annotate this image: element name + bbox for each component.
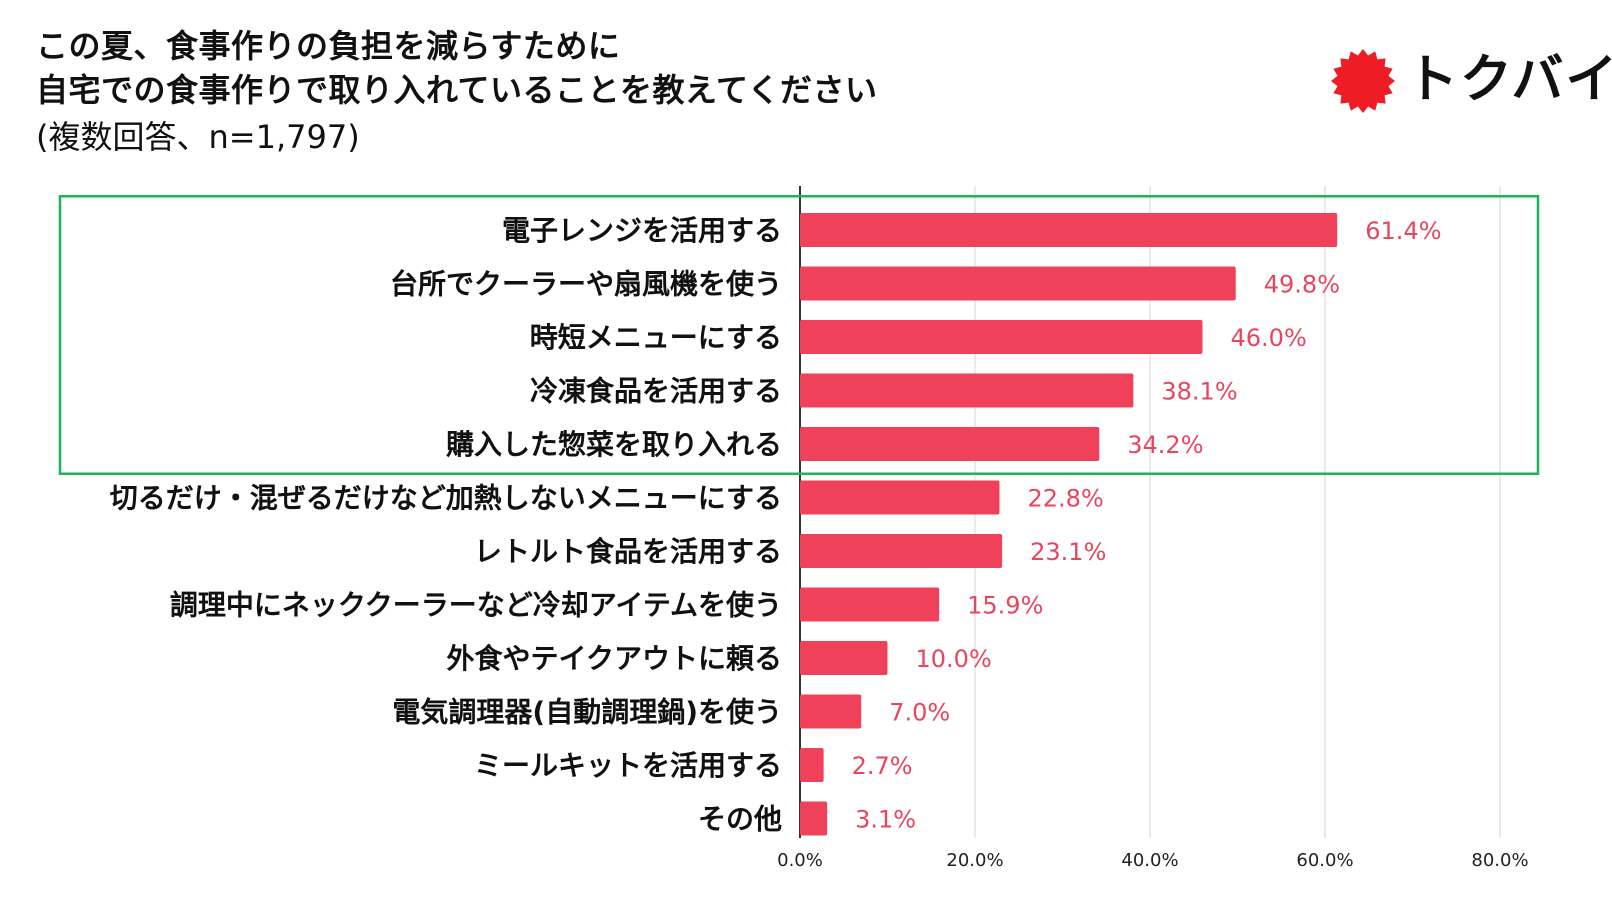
x-tick-label: 40.0% — [1121, 850, 1178, 871]
category-labels: 電子レンジを活用する台所でクーラーや扇風機を使う時短メニューにする冷凍食品を活用… — [110, 214, 782, 836]
category-label: ミールキットを活用する — [474, 749, 782, 782]
value-label: 3.1% — [855, 806, 916, 834]
value-label: 22.8% — [1028, 485, 1104, 513]
category-label: レトルト食品を活用する — [474, 535, 782, 568]
x-tick-label: 0.0% — [777, 850, 823, 871]
highlight-box — [58, 195, 1540, 475]
value-label: 10.0% — [916, 645, 992, 673]
value-label: 23.1% — [1030, 538, 1106, 566]
category-label: 電気調理器(自動調理鍋)を使う — [392, 696, 782, 729]
bar — [800, 480, 1000, 515]
logo-text: トクバイ — [1406, 50, 1612, 110]
tokubai-logo: トクバイ — [1330, 45, 1612, 115]
chart-title-line-2: 自宅での食事作りで取り入れていることを教えてください — [36, 71, 878, 109]
value-label: 2.7% — [852, 752, 913, 780]
bar — [800, 534, 1003, 568]
title-block: この夏、食事作りの負担を減らすために 自宅での食事作りで取り入れていることを教え… — [36, 24, 877, 160]
value-label: 7.0% — [889, 699, 950, 727]
category-label: 時短メニューにする — [530, 321, 782, 354]
category-label: 冷凍食品を活用する — [530, 375, 782, 408]
value-label: 38.1% — [1161, 378, 1237, 406]
bar — [800, 801, 828, 836]
category-label: その他 — [698, 803, 782, 836]
bar — [800, 748, 824, 782]
category-label: 電子レンジを活用する — [502, 214, 782, 247]
value-labels: 61.4% 49.8% 46.0% 38.1% 34.2% 22.8% 23.1% 15.9%… — [852, 217, 1442, 834]
bars — [800, 213, 1338, 836]
value-label: 15.9% — [967, 592, 1043, 620]
category-label: 購入した惣菜を取り入れる — [446, 428, 782, 461]
bar — [800, 320, 1203, 354]
category-label: 外食やテイクアウトに頼る — [447, 642, 782, 675]
bar — [800, 213, 1338, 247]
value-label: 46.0% — [1231, 324, 1307, 352]
red-sun-icon — [1331, 49, 1395, 113]
bar — [800, 694, 862, 729]
value-label: 34.2% — [1127, 431, 1203, 459]
x-tick-label: 20.0% — [946, 850, 1003, 871]
bar — [800, 641, 888, 675]
bar — [800, 427, 1100, 461]
category-label: 切るだけ・混ぜるだけなど加熱しないメニューにする — [110, 482, 782, 515]
category-label: 調理中にネッククーラーなど冷却アイテムを使う — [170, 589, 782, 622]
bar — [800, 373, 1134, 408]
chart-subtitle: (複数回答、n=1,797) — [36, 118, 360, 156]
bar — [800, 266, 1236, 301]
x-tick-label: 60.0% — [1296, 850, 1353, 871]
category-label: 台所でクーラーや扇風機を使う — [390, 268, 782, 301]
chart-title-line-1: この夏、食事作りの負担を減らすために — [36, 27, 621, 65]
x-tick-label: 80.0% — [1471, 850, 1528, 871]
value-label: 49.8% — [1264, 271, 1340, 299]
bar — [800, 587, 940, 622]
x-axis-ticks: 0.0% 20.0% 40.0% 60.0% 80.0% — [777, 850, 1528, 871]
value-label: 61.4% — [1365, 217, 1441, 245]
